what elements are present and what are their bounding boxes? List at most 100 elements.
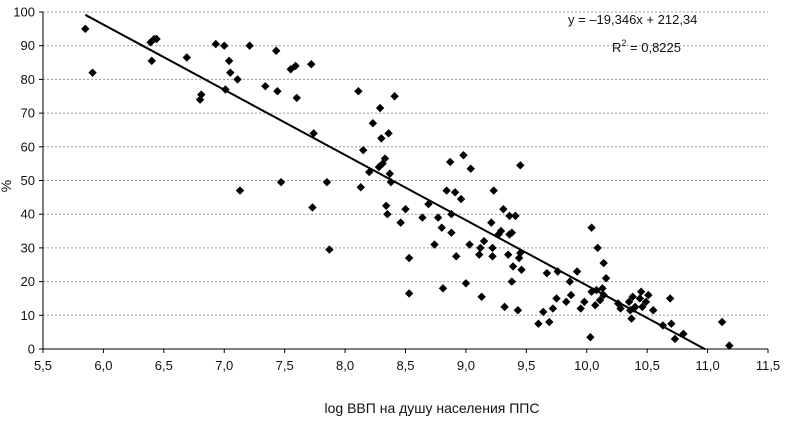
data-point (383, 210, 392, 219)
data-point (489, 186, 498, 195)
trendline (84, 13, 706, 351)
y-tick-label: 100 (13, 5, 35, 20)
data-point (487, 218, 496, 227)
data-point (599, 258, 608, 268)
x-tick-label: 11,0 (695, 358, 719, 373)
x-tick-label: 8,0 (336, 358, 354, 373)
data-point (438, 284, 448, 293)
data-point (475, 250, 484, 259)
data-point (488, 243, 497, 253)
x-tick-label: 7,5 (276, 358, 294, 373)
data-point (507, 228, 517, 237)
data-point (437, 223, 446, 232)
data-point (307, 60, 316, 69)
data-point (562, 297, 571, 307)
x-tick-label: 10,0 (574, 358, 599, 373)
data-point (356, 183, 365, 192)
y-tick-label: 40 (21, 207, 35, 222)
data-point (476, 243, 485, 253)
data-point (479, 236, 489, 246)
data-point (309, 129, 318, 138)
data-point (511, 211, 520, 221)
data-point (595, 295, 605, 305)
data-point (580, 297, 589, 307)
data-point (665, 294, 675, 303)
y-tick-labels: 0 10 20 30 40 50 60 70 80 90 100 (13, 5, 35, 357)
data-point (446, 157, 455, 167)
data-point (587, 223, 596, 232)
y-tick-label: 10 (21, 308, 35, 323)
x-tick-label: 8,5 (396, 358, 414, 373)
data-point (593, 243, 602, 253)
data-point (385, 169, 394, 178)
data-point (539, 307, 548, 317)
data-point (507, 277, 517, 286)
data-point (466, 164, 475, 173)
data-point (147, 56, 156, 66)
data-point (386, 177, 396, 187)
data-point (197, 90, 206, 99)
data-point (616, 304, 625, 313)
data-point (667, 319, 676, 328)
y-tick-label: 90 (21, 38, 35, 53)
data-point (513, 306, 523, 315)
data-point (81, 24, 90, 34)
data-point (644, 290, 653, 300)
data-point (88, 68, 97, 77)
data-points (81, 24, 734, 350)
x-tick-label: 9,0 (457, 358, 475, 373)
data-point (545, 317, 554, 327)
data-point (630, 302, 640, 312)
data-point (377, 134, 386, 143)
data-point (670, 334, 680, 344)
data-point (322, 177, 332, 187)
x-tick-label: 5,5 (34, 358, 52, 373)
data-point (598, 284, 607, 293)
data-point (517, 265, 526, 275)
data-point (182, 53, 191, 62)
data-point (725, 341, 734, 350)
data-point (641, 297, 651, 307)
data-point (272, 46, 281, 55)
data-point (587, 287, 596, 296)
data-point (390, 92, 399, 101)
data-point (627, 314, 636, 323)
y-tick-label: 50 (21, 173, 35, 188)
y-axis-label: % (0, 180, 14, 192)
r-squared-value: = 0,8225 (626, 40, 681, 55)
data-point (552, 294, 561, 303)
data-point (224, 56, 234, 66)
r-squared-superscript: 2 (621, 38, 626, 48)
data-point (649, 306, 658, 315)
data-point (276, 177, 286, 187)
data-point (381, 201, 391, 210)
y-tick-label: 60 (21, 139, 35, 154)
data-point (380, 154, 390, 163)
data-point (396, 218, 405, 227)
data-point (572, 267, 582, 276)
data-point (586, 333, 595, 342)
data-point (450, 188, 460, 197)
data-point (375, 103, 385, 113)
data-point (504, 250, 513, 259)
data-point (233, 75, 242, 84)
data-point (308, 203, 317, 212)
data-point (628, 292, 637, 301)
x-axis-label: log ВВП на душу населения ППС (325, 400, 540, 416)
data-point (500, 302, 509, 312)
data-point (273, 86, 282, 96)
data-point (717, 317, 727, 327)
data-point (505, 211, 514, 221)
data-point (496, 226, 506, 236)
data-point (548, 304, 558, 313)
data-point (195, 95, 205, 104)
data-point (635, 294, 645, 303)
data-point (514, 253, 524, 263)
data-point (447, 228, 456, 237)
data-point (542, 268, 552, 278)
x-tick-label: 11,5 (756, 358, 780, 373)
y-tick-label: 20 (21, 274, 35, 289)
data-point (459, 151, 468, 160)
data-point (624, 297, 634, 307)
